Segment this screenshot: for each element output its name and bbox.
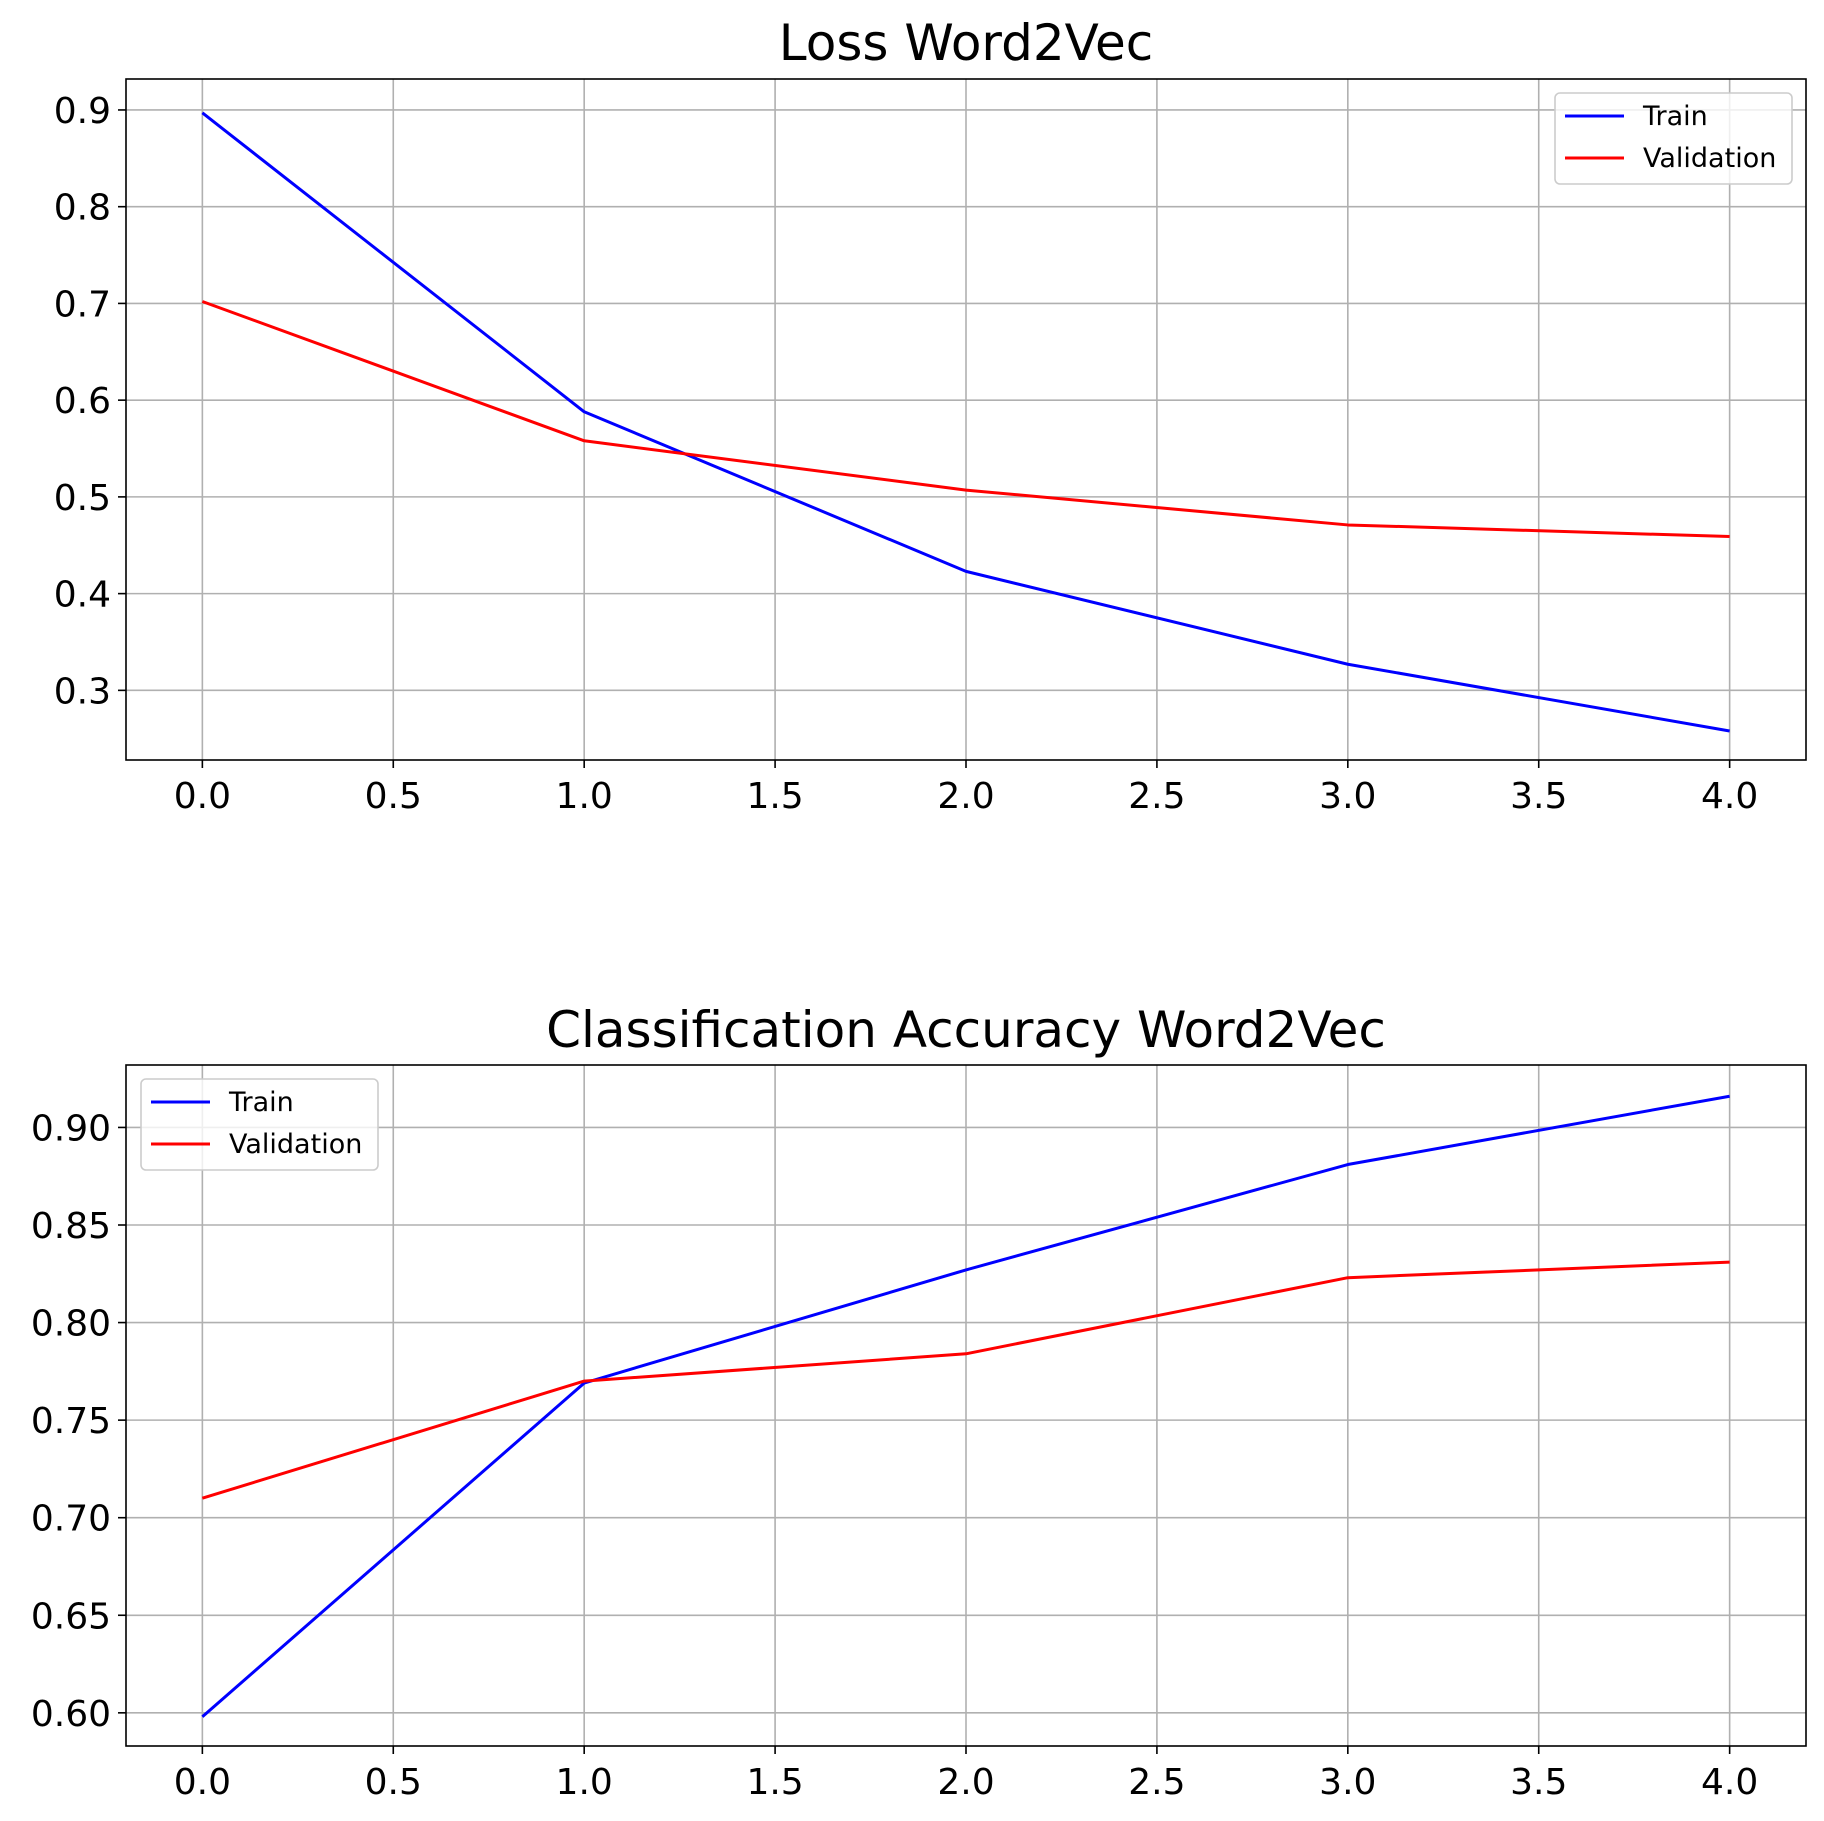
y-tick-label: 0.75: [31, 1401, 111, 1442]
x-tick-label: 0.5: [365, 1762, 422, 1803]
x-tick-label: 0.0: [174, 1762, 231, 1803]
x-tick-label: 3.0: [1319, 1762, 1376, 1803]
y-tick-label: 0.3: [54, 671, 111, 712]
x-axis: 0.0 0.5 1.0 1.5 2.0 2.5 3.0 3.5 4.0: [174, 1746, 1758, 1803]
legend-label-validation: Validation: [1643, 143, 1776, 174]
plot-frame: [125, 78, 1807, 761]
subplot-1: Loss Word2Vec 0.0 0.5 1.0 1.5 2.0 2.5 3.0 3.5 4.0…: [54, 14, 1807, 817]
grid: [126, 79, 1806, 760]
x-tick-label: 2.5: [1128, 776, 1185, 817]
x-tick-label: 2.0: [937, 1762, 994, 1803]
plot-frame: [125, 1064, 1807, 1747]
x-tick-label: 3.0: [1319, 776, 1376, 817]
x-tick-label: 1.0: [556, 1762, 613, 1803]
legend: Train Validation: [140, 1078, 379, 1171]
y-tick-label: 0.80: [31, 1304, 111, 1345]
grid: [126, 1065, 1806, 1746]
x-tick-label: 0.0: [174, 776, 231, 817]
series-line-train: [201, 111, 1730, 733]
x-tick-label: 4.0: [1701, 776, 1758, 817]
series-line-train: [201, 1094, 1730, 1718]
x-axis: 0.0 0.5 1.0 1.5 2.0 2.5 3.0 3.5 4.0: [174, 760, 1758, 817]
x-tick-label: 1.5: [746, 1762, 803, 1803]
legend-label-train: Train: [1642, 101, 1708, 132]
y-tick-label: 0.85: [31, 1206, 111, 1247]
legend-label-validation: Validation: [229, 1129, 362, 1160]
y-tick-label: 0.4: [54, 575, 111, 616]
x-tick-label: 3.5: [1510, 776, 1567, 817]
chart-title: Loss Word2Vec: [779, 14, 1153, 72]
x-tick-label: 0.5: [365, 776, 422, 817]
y-tick-label: 0.7: [54, 284, 111, 325]
x-tick-label: 4.0: [1701, 1762, 1758, 1803]
y-tick-label: 0.6: [54, 381, 111, 422]
y-axis: 0.3 0.4 0.5 0.6 0.7 0.8 0.9: [54, 91, 126, 712]
legend-label-train: Train: [228, 1087, 294, 1118]
series-line-validation: [201, 1260, 1730, 1500]
y-tick-label: 0.70: [31, 1499, 111, 1540]
x-tick-label: 2.5: [1128, 1762, 1185, 1803]
y-tick-label: 0.5: [54, 478, 111, 519]
subplot-2: Classification Accuracy Word2Vec 0.0 0.5 1.…: [31, 1001, 1807, 1803]
series-group: [201, 111, 1730, 733]
series-line-validation: [201, 300, 1730, 539]
x-tick-label: 2.0: [937, 776, 994, 817]
x-tick-label: 1.0: [556, 776, 613, 817]
x-tick-label: 1.5: [746, 776, 803, 817]
y-tick-label: 0.65: [31, 1596, 111, 1637]
y-tick-label: 0.8: [54, 188, 111, 229]
chart-title: Classification Accuracy Word2Vec: [546, 1001, 1386, 1059]
y-tick-label: 0.9: [54, 91, 111, 132]
legend: Train Validation: [1554, 92, 1793, 185]
y-tick-label: 0.60: [31, 1694, 111, 1735]
y-tick-label: 0.90: [31, 1108, 111, 1149]
y-axis: 0.60 0.65 0.70 0.75 0.80 0.85 0.90: [31, 1108, 126, 1735]
series-group: [201, 1094, 1730, 1718]
x-tick-label: 3.5: [1510, 1762, 1567, 1803]
